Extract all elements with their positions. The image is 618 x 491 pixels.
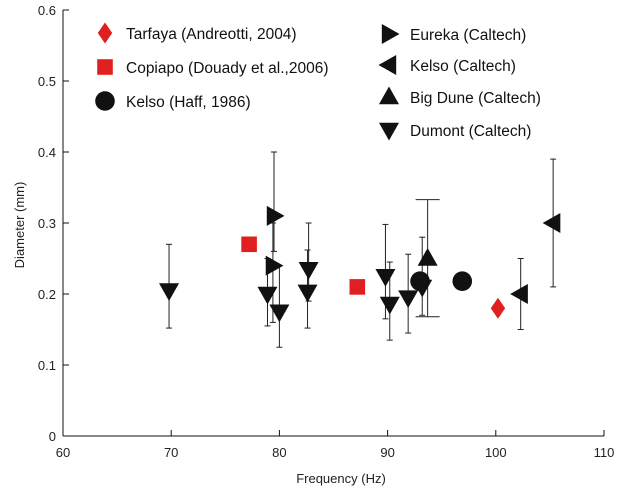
legend-marker-dumont-caltech xyxy=(379,122,399,141)
data-point-dumont-caltech xyxy=(412,279,433,298)
legend: Tarfaya (Andreotti, 2004) Copiapo (Douady… xyxy=(95,22,541,141)
data-point-dumont-caltech xyxy=(379,296,400,315)
data-point-kelso-caltech xyxy=(510,284,528,304)
y-tick-label: 0 xyxy=(49,429,56,444)
y-tick-label: 0.6 xyxy=(38,3,56,18)
data-point-big-dune-caltech xyxy=(417,248,438,266)
data-point-kelso-caltech xyxy=(542,213,561,233)
legend-label-big-dune-caltech: Big Dune (Caltech) xyxy=(410,90,541,107)
x-tick-label: 60 xyxy=(56,445,70,460)
legend-label-eureka-caltech: Eureka (Caltech) xyxy=(410,27,526,44)
axes-layer: 60 70 80 90 100 110 0 0.1 0.2 0.3 0.4 0.5 0.6 xyxy=(38,3,614,460)
legend-marker-kelso-haff-1986 xyxy=(95,91,115,111)
y-tick-label: 0.1 xyxy=(38,358,56,373)
data-point-dumont-caltech xyxy=(257,286,278,305)
legend-marker-eureka-caltech xyxy=(381,24,400,44)
legend-marker-kelso-caltech xyxy=(378,55,397,75)
legend-label-copiapo-douady-et-al-2006: Copiapo (Douady et al.,2006) xyxy=(126,60,329,77)
legend-label-tarfaya-andreotti-2004: Tarfaya (Andreotti, 2004) xyxy=(126,26,297,43)
x-tick-label: 100 xyxy=(485,445,507,460)
legend-marker-copiapo-douady-et-al-2006 xyxy=(97,59,113,75)
data-point-copiapo-douady-et-al-2006 xyxy=(241,236,257,253)
data-point-kelso-haff-1986 xyxy=(452,271,473,292)
x-tick-label: 70 xyxy=(164,445,178,460)
legend-marker-big-dune-caltech xyxy=(379,86,399,105)
legend-marker-tarfaya-andreotti-2004 xyxy=(97,22,113,44)
data-point-tarfaya-andreotti-2004 xyxy=(490,297,506,319)
x-axis-label: Frequency (Hz) xyxy=(296,471,386,486)
y-axis-label: Diameter (mm) xyxy=(12,182,27,269)
y-tick-label: 0.3 xyxy=(38,216,56,231)
legend-label-kelso-haff-1986: Kelso (Haff, 1986) xyxy=(126,94,251,111)
data-point-dumont-caltech xyxy=(375,269,396,287)
y-tick-label: 0.5 xyxy=(38,74,56,89)
data-point-dumont-caltech xyxy=(297,284,318,303)
data-point-eureka-caltech xyxy=(265,255,284,276)
markers-layer xyxy=(159,205,561,323)
legend-label-kelso-caltech: Kelso (Caltech) xyxy=(410,58,516,75)
y-tick-label: 0.4 xyxy=(38,145,56,160)
data-point-eureka-caltech xyxy=(266,205,285,226)
data-point-dumont-caltech xyxy=(269,304,290,323)
x-tick-label: 110 xyxy=(594,445,615,460)
legend-label-dumont-caltech: Dumont (Caltech) xyxy=(410,123,531,140)
y-tick-label: 0.2 xyxy=(38,287,56,302)
data-point-dumont-caltech xyxy=(398,290,419,309)
data-point-dumont-caltech xyxy=(298,261,319,280)
data-point-copiapo-douady-et-al-2006 xyxy=(349,279,366,295)
x-tick-label: 80 xyxy=(272,445,286,460)
data-point-dumont-caltech xyxy=(159,283,180,301)
x-tick-label: 90 xyxy=(380,445,394,460)
